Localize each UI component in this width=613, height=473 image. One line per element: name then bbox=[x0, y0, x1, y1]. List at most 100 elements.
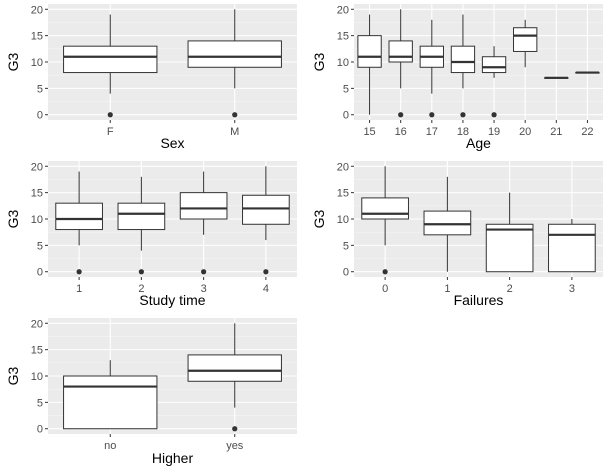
box-4 bbox=[242, 166, 290, 275]
y-tick-label: 10 bbox=[337, 214, 349, 226]
box-22 bbox=[575, 71, 600, 74]
y-tick-label: 15 bbox=[31, 31, 43, 43]
outlier-point bbox=[382, 269, 388, 275]
y-tick-label: 0 bbox=[37, 424, 43, 436]
x-tick-label: 2 bbox=[138, 283, 144, 295]
box-3 bbox=[548, 219, 596, 273]
chart-panel-4: 0 5 10 15 20 no yes Higher G3 bbox=[5, 318, 297, 466]
box-15 bbox=[357, 14, 382, 115]
box-rect bbox=[55, 202, 103, 231]
box-rect bbox=[63, 45, 158, 74]
box-rect bbox=[481, 56, 507, 74]
x-tick-label: 21 bbox=[550, 126, 562, 138]
outlier-point bbox=[429, 112, 435, 118]
x-tick-label: 20 bbox=[519, 126, 531, 138]
box-rect bbox=[187, 40, 282, 68]
x-axis-title: Higher bbox=[152, 450, 194, 466]
y-axis-title: G3 bbox=[311, 52, 327, 71]
box-3 bbox=[179, 171, 228, 275]
box-rect bbox=[361, 197, 409, 220]
y-tick-label: 20 bbox=[337, 161, 349, 173]
box-rect bbox=[388, 40, 413, 63]
box-rect bbox=[513, 27, 538, 52]
y-tick-label: 15 bbox=[337, 31, 349, 43]
x-tick-label: 3 bbox=[201, 283, 207, 295]
y-tick-label: 5 bbox=[343, 83, 349, 95]
chart-panel-1: 0 5 10 15 20 15 16 17 18 19 20 21 22 Age G3 bbox=[311, 4, 603, 151]
box-2 bbox=[485, 192, 534, 273]
y-tick-label: 10 bbox=[31, 371, 43, 383]
x-axis-title: Study time bbox=[139, 292, 205, 308]
x-tick-label: M bbox=[230, 126, 239, 138]
x-tick-label: 2 bbox=[507, 283, 513, 295]
y-axis-title: G3 bbox=[311, 209, 327, 228]
y-axis-title: G3 bbox=[5, 209, 21, 228]
box-F bbox=[63, 14, 158, 118]
chart-panel-2: 0 5 10 15 20 1 2 3 4 Study time G3 bbox=[5, 161, 297, 308]
y-tick-label: 0 bbox=[37, 110, 43, 122]
box-rect bbox=[423, 210, 472, 236]
y-axis-title: G3 bbox=[5, 366, 21, 385]
outlier-point bbox=[460, 112, 466, 118]
y-tick-label: 5 bbox=[343, 240, 349, 252]
box-rect bbox=[187, 354, 282, 382]
box-M bbox=[187, 9, 282, 118]
box-rect bbox=[63, 375, 158, 430]
y-tick-label: 10 bbox=[337, 57, 349, 69]
x-axis-title: Failures bbox=[454, 292, 504, 308]
box-16 bbox=[388, 9, 413, 118]
x-tick-label: 4 bbox=[263, 283, 269, 295]
y-tick-label: 15 bbox=[31, 188, 43, 200]
box-rect bbox=[357, 35, 382, 68]
x-tick-label: no bbox=[104, 440, 116, 452]
y-tick-label: 5 bbox=[37, 83, 43, 95]
x-tick-label: 1 bbox=[444, 283, 450, 295]
outlier-point bbox=[232, 426, 238, 432]
box-0 bbox=[361, 166, 409, 275]
y-tick-label: 20 bbox=[31, 4, 43, 16]
box-yes bbox=[187, 323, 282, 432]
chart-panel-3: 0 5 10 15 20 0 1 2 3 Failures G3 bbox=[311, 161, 603, 308]
x-axis-title: Age bbox=[466, 135, 491, 151]
box-no bbox=[63, 360, 158, 430]
y-tick-label: 0 bbox=[37, 267, 43, 279]
y-tick-label: 5 bbox=[37, 240, 43, 252]
x-tick-label: 0 bbox=[382, 283, 388, 295]
y-axis-title: G3 bbox=[5, 52, 21, 71]
x-tick-label: 3 bbox=[569, 283, 575, 295]
y-tick-label: 20 bbox=[31, 318, 43, 330]
box-rect bbox=[485, 223, 534, 273]
box-19 bbox=[481, 46, 507, 118]
y-tick-label: 15 bbox=[31, 345, 43, 357]
y-tick-label: 0 bbox=[343, 110, 349, 122]
x-tick-label: yes bbox=[226, 440, 244, 452]
y-tick-label: 0 bbox=[343, 267, 349, 279]
outlier-point bbox=[76, 269, 82, 275]
box-18 bbox=[450, 14, 476, 118]
y-tick-label: 20 bbox=[337, 4, 349, 16]
outlier-point bbox=[398, 112, 404, 118]
y-tick-label: 20 bbox=[31, 161, 43, 173]
box-20 bbox=[513, 19, 538, 68]
chart-panel-0: 0 5 10 15 20 F M Sex G3 bbox=[5, 4, 297, 151]
box-1 bbox=[55, 171, 103, 275]
x-tick-label: 22 bbox=[581, 126, 593, 138]
x-tick-label: F bbox=[107, 126, 114, 138]
x-tick-label: 16 bbox=[395, 126, 407, 138]
box-1 bbox=[423, 176, 472, 272]
x-tick-label: 17 bbox=[426, 126, 438, 138]
outlier-point bbox=[201, 269, 207, 275]
x-axis-title: Sex bbox=[160, 135, 184, 151]
x-tick-label: 19 bbox=[488, 126, 500, 138]
outlier-point bbox=[263, 269, 269, 275]
y-tick-label: 10 bbox=[31, 214, 43, 226]
box-rect bbox=[450, 45, 476, 74]
box-rect bbox=[548, 223, 596, 273]
outlier-point bbox=[232, 112, 238, 118]
x-tick-label: 18 bbox=[457, 126, 469, 138]
y-tick-label: 15 bbox=[337, 188, 349, 200]
y-tick-label: 10 bbox=[31, 57, 43, 69]
outlier-point bbox=[491, 112, 497, 118]
box-rect bbox=[242, 194, 290, 225]
